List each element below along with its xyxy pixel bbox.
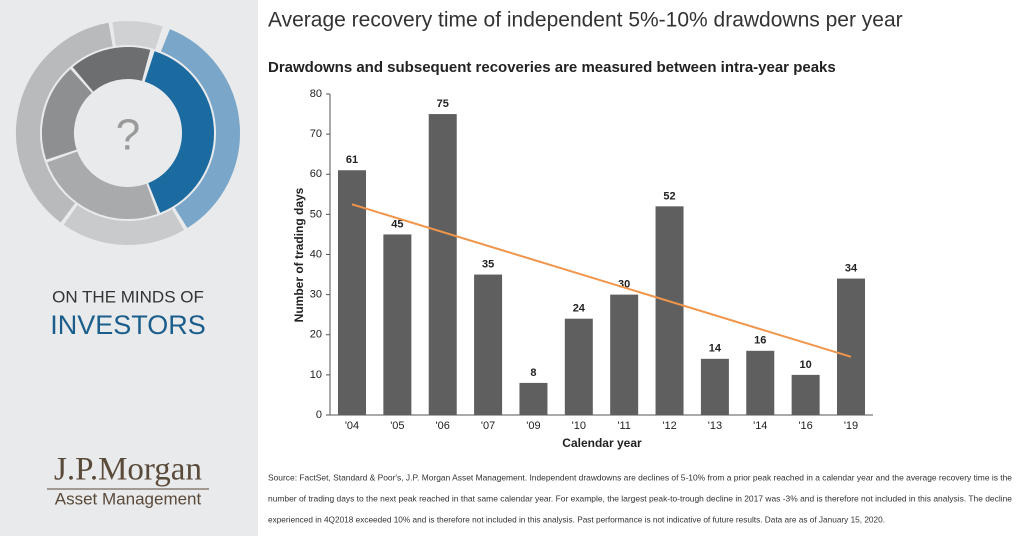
y-axis-label: Number of trading days: [292, 187, 306, 322]
y-tick-label: 50: [310, 208, 322, 220]
value-label: 14: [709, 343, 722, 355]
source-line: experienced in 4Q2018 exceeded 10% and i…: [268, 514, 885, 524]
bar: [564, 318, 593, 415]
bar: [700, 358, 729, 415]
bar: [519, 382, 548, 415]
source-note: Source: FactSet, Standard & Poor's, J.P.…: [268, 472, 1012, 524]
y-tick-label: 40: [310, 248, 322, 260]
value-label: 24: [573, 303, 586, 315]
bar: [610, 294, 639, 415]
x-tick-label: '05: [390, 420, 404, 432]
y-tick-label: 70: [310, 128, 322, 140]
donut-segment: [160, 29, 240, 228]
y-tick-label: 80: [310, 88, 322, 100]
donut-segment: [42, 69, 93, 160]
bar: [837, 278, 865, 415]
sidebar-heading: ON THE MINDS OF: [52, 287, 204, 306]
question-mark: ?: [116, 111, 140, 160]
value-label: 34: [845, 262, 858, 274]
donut-segment: [16, 22, 113, 223]
bar: [791, 374, 820, 415]
x-tick-label: '12: [662, 420, 676, 432]
value-label: 8: [530, 367, 536, 379]
bar: [474, 274, 503, 415]
donut-segment: [72, 47, 151, 93]
value-label: 16: [754, 335, 766, 347]
x-tick-label: '09: [526, 420, 540, 432]
y-tick-label: 20: [310, 329, 322, 341]
chart-title: Average recovery time of independent 5%-…: [268, 9, 903, 32]
bar: [746, 350, 775, 415]
donut-segment: [47, 150, 158, 219]
x-tick-label: '19: [844, 420, 858, 432]
value-label: 61: [346, 154, 358, 166]
brand-division: Asset Management: [55, 489, 202, 508]
x-tick-label: '07: [481, 420, 495, 432]
y-tick-label: 30: [310, 289, 322, 301]
x-tick-label: '11: [617, 420, 631, 432]
y-tick-label: 10: [310, 369, 322, 381]
donut-graphic: [16, 21, 240, 245]
value-label: 35: [482, 258, 494, 270]
donut-segment: [112, 21, 163, 50]
trend-line: [351, 203, 852, 358]
x-tick-label: '10: [572, 420, 586, 432]
value-label: 75: [437, 98, 449, 110]
chart-subtitle: Drawdowns and subsequent recoveries are …: [268, 59, 836, 76]
bar: [383, 234, 412, 415]
x-tick-label: '06: [436, 420, 450, 432]
x-tick-label: '04: [345, 420, 359, 432]
y-tick-label: 0: [316, 409, 322, 421]
bar: [428, 114, 457, 415]
chart: 0 10 20 30 40 50 60 70 80 '04 61 '05 45 '06 75 '07 35 '09…: [310, 88, 873, 432]
donut-segment: [144, 51, 214, 213]
brand-name: J.P.Morgan: [54, 452, 202, 488]
bar: [338, 170, 366, 415]
source-line: Source: FactSet, Standard & Poor's, J.P.…: [268, 472, 1012, 482]
bar: [655, 206, 684, 415]
x-tick-label: '14: [753, 420, 767, 432]
x-tick-label: '13: [708, 420, 722, 432]
value-label: 52: [663, 190, 675, 202]
value-label: 10: [800, 359, 812, 371]
source-line: number of trading days to the next peak …: [268, 493, 1012, 503]
value-label: 45: [391, 218, 403, 230]
x-tick-label: '16: [798, 420, 812, 432]
sidebar-subheading: INVESTORS: [50, 310, 206, 340]
donut-segment: [63, 204, 184, 245]
y-tick-label: 60: [310, 168, 322, 180]
x-axis-label: Calendar year: [562, 436, 642, 450]
